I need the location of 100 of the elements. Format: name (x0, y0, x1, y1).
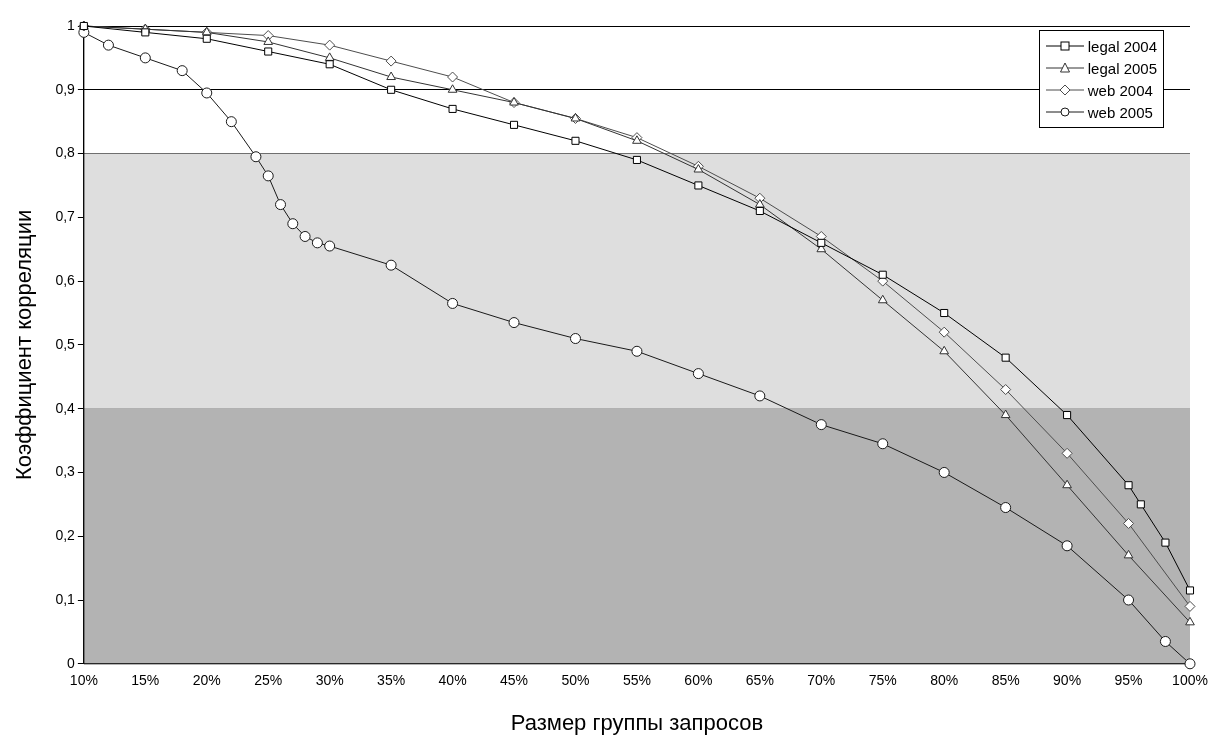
point (938, 466, 950, 478)
x-tick-label: 30% (315, 672, 344, 689)
point (201, 87, 213, 99)
point (817, 238, 826, 247)
point (508, 317, 520, 329)
point (139, 52, 151, 64)
point (324, 52, 335, 61)
y-tick-label: 0,4 (55, 399, 76, 416)
point (1000, 409, 1011, 419)
point (1123, 517, 1135, 529)
point (325, 60, 334, 69)
x-axis-title: Размер группы запросов (510, 709, 764, 735)
point (141, 28, 150, 37)
point (1159, 635, 1171, 647)
point (447, 84, 458, 93)
point (1062, 479, 1072, 489)
point (1061, 540, 1073, 552)
point (1185, 586, 1195, 595)
point (1124, 481, 1133, 490)
x-tick-label: 100% (1172, 672, 1208, 689)
y-tick-label: 0,6 (55, 271, 76, 288)
point (509, 120, 519, 129)
point (324, 39, 336, 51)
point (940, 308, 949, 318)
point (176, 65, 188, 77)
point (202, 34, 211, 43)
point (102, 39, 114, 51)
point (694, 181, 703, 190)
point (877, 438, 889, 450)
x-tick-label: 55% (622, 672, 651, 689)
x-tick-label: 90% (1053, 672, 1082, 689)
point (1000, 502, 1012, 514)
point (693, 164, 704, 173)
point (225, 116, 237, 128)
point (878, 270, 887, 279)
x-tick-label: 65% (745, 672, 774, 689)
x-tick-label: 35% (377, 672, 406, 689)
point (262, 170, 274, 182)
y-tick-label: 0,1 (55, 590, 76, 607)
y-tick-label: 0,2 (55, 527, 76, 544)
point (275, 199, 287, 211)
point (447, 297, 459, 309)
point (754, 390, 766, 402)
point (263, 36, 274, 45)
point (385, 55, 397, 67)
point (299, 230, 311, 242)
y-tick-label: 0,3 (55, 463, 76, 480)
point (324, 240, 336, 252)
x-tick-label: 40% (438, 672, 467, 689)
legend-label: legal 2004 (1087, 37, 1157, 55)
x-tick-label: 60% (684, 672, 713, 689)
point (569, 333, 581, 345)
legend-label: web 2004 (1087, 81, 1153, 99)
point (877, 294, 888, 304)
y-tick-label: 0,5 (55, 335, 76, 352)
point (571, 136, 580, 145)
point (938, 326, 950, 338)
y-tick-label: 1 (67, 16, 76, 33)
x-tick-label: 50% (561, 672, 590, 689)
point (1184, 658, 1196, 670)
y-tick-label: 0,7 (55, 208, 76, 225)
point (386, 71, 396, 81)
point (632, 155, 641, 164)
x-tick-label: 75% (868, 672, 897, 689)
point (1061, 447, 1073, 459)
point (631, 345, 643, 357)
point (1000, 384, 1012, 396)
y-tick-label: 0,8 (55, 144, 76, 161)
x-tick-label: 80% (930, 672, 959, 689)
x-tick-label: 20% (192, 672, 221, 689)
point (939, 345, 950, 355)
point (311, 237, 323, 249)
point (755, 199, 765, 208)
x-tick-label: 45% (500, 672, 529, 689)
point (755, 206, 764, 215)
y-axis-title: Коэффициент корреляции (11, 209, 37, 481)
point (692, 368, 704, 380)
x-tick-label: 25% (254, 672, 283, 689)
legend-label: legal 2005 (1087, 59, 1157, 77)
point (1136, 500, 1145, 509)
point (1185, 616, 1195, 626)
point (1063, 411, 1072, 420)
x-tick-label: 85% (991, 672, 1020, 689)
point (1123, 549, 1134, 559)
point (1184, 600, 1196, 612)
point (250, 151, 262, 163)
point (264, 47, 273, 56)
point (815, 419, 827, 431)
point (447, 71, 459, 83)
legend-label: web 2005 (1087, 103, 1153, 121)
x-tick-label: 10% (69, 672, 98, 689)
x-tick-label: 15% (131, 672, 160, 689)
point (1123, 594, 1135, 606)
point (287, 218, 299, 230)
point (385, 259, 397, 271)
point (1001, 353, 1010, 362)
x-tick-label: 95% (1114, 672, 1143, 689)
point (387, 85, 396, 94)
point (448, 104, 457, 113)
x-tick-label: 70% (807, 672, 836, 689)
